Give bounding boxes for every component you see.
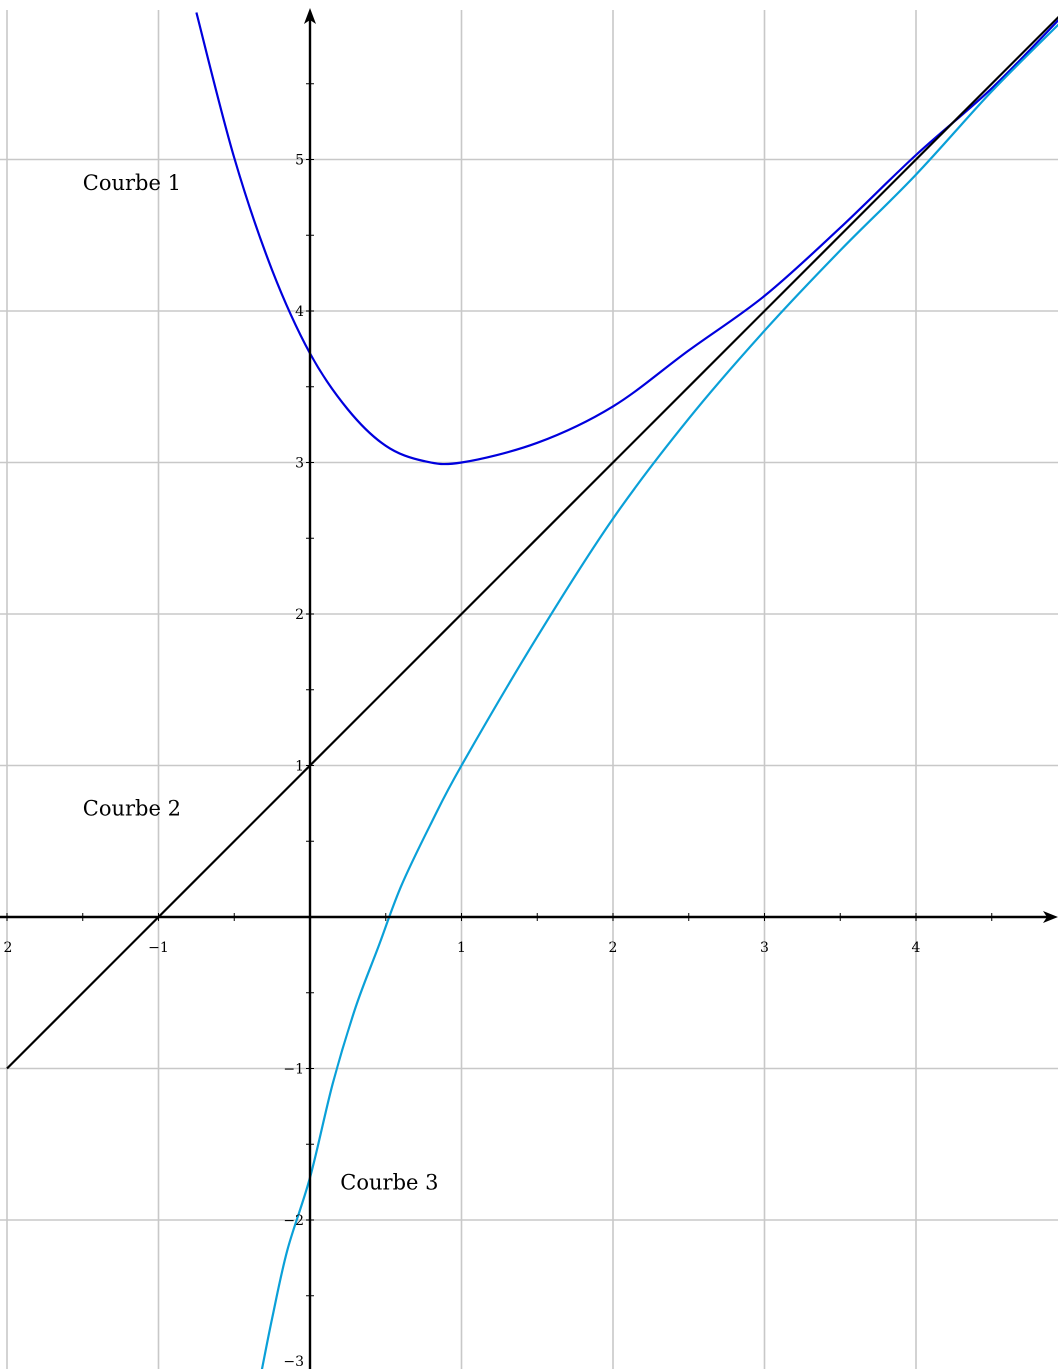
y-tick-label: −3 <box>283 1354 304 1369</box>
y-tick-label: 4 <box>295 304 304 320</box>
curve-2 <box>6 15 1058 1070</box>
x-axis-arrow <box>1043 911 1058 923</box>
curve-1 <box>195 12 1058 466</box>
x-tick-label: 2 <box>609 940 618 956</box>
curve-annotation: Courbe 2 <box>83 796 181 820</box>
axes <box>0 8 1058 1369</box>
curve-annotation: Courbe 3 <box>340 1171 438 1195</box>
y-axis-arrow <box>304 8 316 24</box>
curves <box>6 12 1058 1369</box>
x-tick-label: −1 <box>148 940 169 956</box>
x-tick-label: 3 <box>760 940 769 956</box>
tick-labels: 2 −1 1 2 3 4 −3 −2 −1 1 2 3 4 5 <box>4 153 921 1369</box>
y-tick-label: 3 <box>295 456 304 472</box>
x-tick-label: 1 <box>457 940 466 956</box>
y-tick-label: 1 <box>295 759 304 775</box>
curve-annotations: Courbe 1 Courbe 2 Courbe 3 <box>83 171 439 1195</box>
curve-annotation: Courbe 1 <box>83 171 181 195</box>
grid <box>0 10 1058 1369</box>
x-tick-label: 4 <box>912 940 921 956</box>
y-tick-label: −2 <box>283 1213 304 1229</box>
y-tick-label: 2 <box>295 607 304 623</box>
curve-3 <box>260 23 1058 1369</box>
y-tick-label: 5 <box>295 153 304 169</box>
y-tick-label: −1 <box>283 1062 304 1078</box>
x-tick-label: 2 <box>4 940 13 956</box>
